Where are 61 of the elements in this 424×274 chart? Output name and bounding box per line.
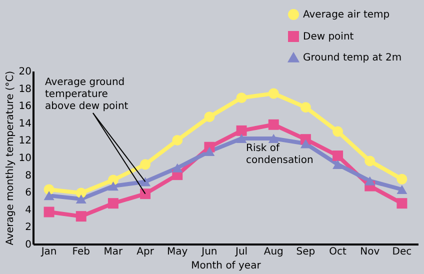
- point: [268, 119, 279, 130]
- point: [204, 146, 215, 156]
- point: [172, 134, 183, 146]
- y-tick-label: 18: [18, 84, 32, 95]
- y-tick-label: 10: [18, 153, 32, 164]
- annotation: Average ground temperature above dew point: [45, 77, 128, 112]
- y-tick-label: 2: [25, 222, 32, 234]
- x-tick-label: Jul: [234, 246, 248, 258]
- point: [300, 139, 311, 148]
- x-tick-label: May: [167, 246, 188, 258]
- point: [172, 163, 183, 172]
- point: [236, 125, 247, 136]
- y-axis-title: Average monthly temperature (°C): [4, 70, 16, 246]
- point: [108, 198, 118, 209]
- point: [140, 188, 151, 200]
- point: [364, 156, 376, 166]
- point: [268, 88, 279, 99]
- point: [140, 177, 151, 186]
- point: [268, 134, 279, 144]
- point: [44, 191, 54, 200]
- x-tick-label: Mar: [104, 246, 124, 258]
- y-tick-label: 0: [25, 240, 32, 250]
- point: [332, 126, 344, 137]
- point: [76, 211, 86, 222]
- point: [300, 102, 311, 113]
- point: [236, 92, 247, 104]
- y-tick-label: 16: [18, 101, 32, 112]
- point: [108, 182, 118, 191]
- x-tick-label: Jan: [40, 246, 57, 258]
- x-axis-title: Month of year: [191, 260, 262, 272]
- point: [76, 194, 86, 204]
- x-tick-label: Aug: [264, 246, 284, 258]
- point: [396, 174, 408, 184]
- point: [76, 188, 86, 198]
- legend-label: Ground temp at 2m: [303, 52, 402, 64]
- x-tick-label: Feb: [72, 246, 90, 258]
- x-tick-label: Sep: [296, 246, 316, 258]
- point: [236, 134, 247, 144]
- y-tick-label: 4: [25, 204, 32, 216]
- legend-label: Average air temp: [303, 10, 390, 20]
- point: [332, 150, 344, 162]
- x-tick-label: Apr: [136, 246, 155, 258]
- y-tick-label: 6: [25, 188, 32, 199]
- point: [396, 184, 408, 194]
- x-tick-label: Jun: [200, 246, 218, 258]
- point: [364, 176, 376, 186]
- point: [140, 159, 151, 170]
- legend-label: Dew point: [303, 32, 354, 42]
- x-tick-label: Nov: [360, 246, 380, 258]
- y-tick-label: 12: [18, 136, 32, 147]
- y-tick-label: 20: [18, 66, 32, 78]
- y-tick-label: 8: [25, 170, 32, 182]
- point: [44, 206, 54, 218]
- annotation: Risk of condensation: [246, 143, 314, 166]
- point: [108, 174, 118, 186]
- y-tick-label: 14: [18, 118, 32, 130]
- point: [396, 198, 408, 209]
- point: [204, 112, 215, 122]
- x-tick-label: Oct: [329, 246, 347, 258]
- x-tick-label: Dec: [392, 246, 412, 258]
- point: [332, 160, 344, 169]
